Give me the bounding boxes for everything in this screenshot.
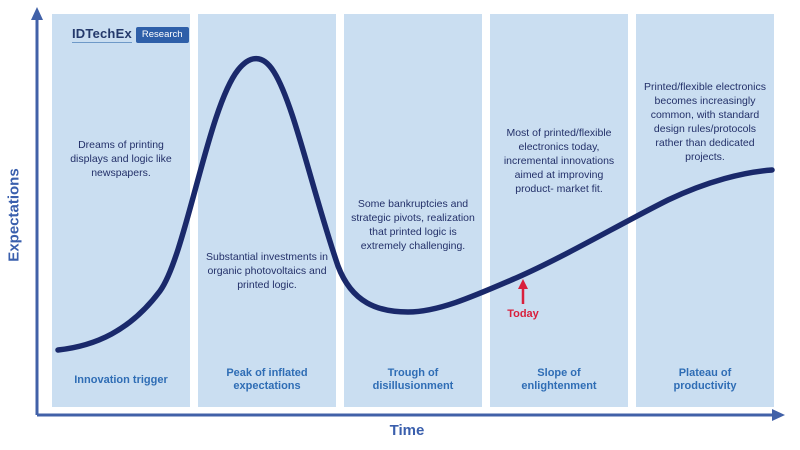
y-axis-arrow-icon [31,7,43,20]
stage-description: Most of printed/flexible electronics tod… [503,127,615,195]
panel-trough-of-disillusionment: Some bankruptcies and strategic pivots, … [344,14,482,407]
panel-slope-of-enlightenment: Most of printed/flexible electronics tod… [490,14,628,407]
stage-label-slope-of-enlightenment: Slope of enlightenment [521,367,597,392]
stage-label-plateau-of-productivity: Plateau of productivity [673,367,737,392]
stage-description: Dreams of printing displays and logic li… [70,139,172,179]
stage-description: Substantial investments in organic photo… [206,251,328,291]
x-axis-arrow-icon [772,409,785,421]
stage-label-trough-of-disillusionment: Trough of disillusionment [372,367,454,392]
stage-description: Some bankruptcies and strategic pivots, … [351,198,475,252]
idtechex-logo: IDTechEx Research [72,26,189,43]
panel-peak-of-inflated-expectations: Substantial investments in organic photo… [198,14,336,407]
stage-label-innovation-trigger: Innovation trigger [74,373,168,386]
panel-innovation-trigger: IDTechEx Research Dreams of printing dis… [52,14,190,407]
logo-research-badge: Research [135,26,189,43]
today-label: Today [507,308,539,320]
stage-label-peak-of-inflated-expectations: Peak of inflated expectations [226,367,308,392]
logo-brand-text: IDTechEx [72,26,132,43]
stage-description: Printed/flexible electronics becomes inc… [644,81,766,163]
y-axis-label: Expectations [5,168,23,262]
panel-plateau-of-productivity: Printed/flexible electronics becomes inc… [636,14,774,407]
x-axis-label: Time [389,422,425,439]
